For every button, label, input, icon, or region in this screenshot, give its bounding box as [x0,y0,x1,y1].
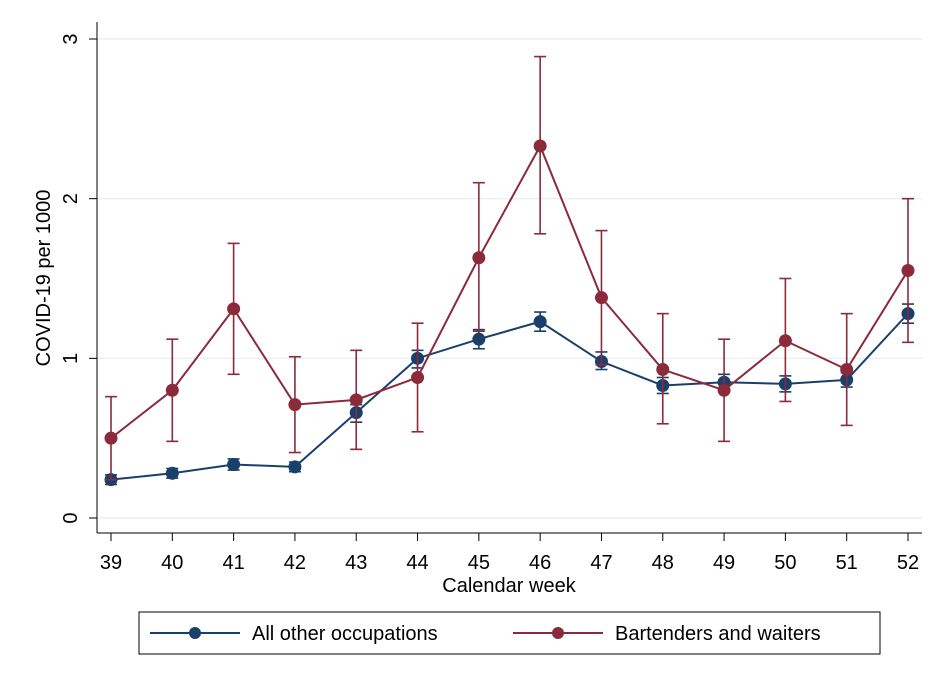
series-layer [104,55,915,487]
legend-marker-bartenders [552,627,564,639]
x-tick-label-50: 50 [774,552,796,574]
y-tick-label-1: 1 [60,353,82,364]
point-1-6 [472,251,486,265]
series-1 [104,55,915,481]
x-tick-label-42: 42 [284,552,306,574]
y-axis-label: COVID-19 per 1000 [33,190,55,367]
series-line-0 [110,312,909,481]
y-tick-label-3: 3 [60,33,82,44]
x-tick-label-41: 41 [222,552,244,574]
x-tick-label-51: 51 [836,552,858,574]
point-0-1 [165,466,179,480]
point-1-9 [656,363,670,377]
point-0-7 [533,315,547,329]
x-tick-label-45: 45 [468,552,490,574]
gridlines [97,38,922,519]
point-1-4 [349,393,363,407]
x-axis-label: Calendar week [442,575,576,597]
point-0-2 [227,458,241,472]
point-1-11 [778,334,792,348]
point-1-7 [533,139,547,153]
point-1-1 [165,383,179,397]
x-tick-label-39: 39 [100,552,122,574]
x-tick-label-46: 46 [529,552,551,574]
x-tick-label-48: 48 [652,552,674,574]
y-tick-label-2: 2 [60,193,82,204]
point-0-3 [288,460,302,474]
x-tick-label-52: 52 [897,552,919,574]
legend-box [138,611,881,655]
legend-label-all-other: All other occupations [252,623,438,645]
point-1-2 [227,302,241,316]
point-1-0 [104,431,118,445]
x-tick-label-47: 47 [590,552,612,574]
x-tick-label-49: 49 [713,552,735,574]
x-tick-label-44: 44 [406,552,428,574]
y-tick-label-0: 0 [60,512,82,523]
x-tick-label-43: 43 [345,552,367,574]
point-1-8 [594,291,608,305]
legend: All other occupations Bartenders and wai… [138,611,881,655]
point-1-3 [288,398,302,412]
point-1-12 [840,363,854,377]
point-1-13 [901,264,915,278]
series-0 [104,303,915,487]
legend-label-bartenders: Bartenders and waiters [615,623,821,645]
x-tick-label-40: 40 [161,552,183,574]
point-1-5 [411,370,425,384]
series-line-1 [110,143,909,439]
point-0-6 [472,332,486,346]
legend-marker-all-other [189,627,201,639]
axes: 0 1 2 3 39 40 41 42 43 44 45 46 47 48 49 50 51 52 [60,22,922,574]
point-1-10 [717,383,731,397]
